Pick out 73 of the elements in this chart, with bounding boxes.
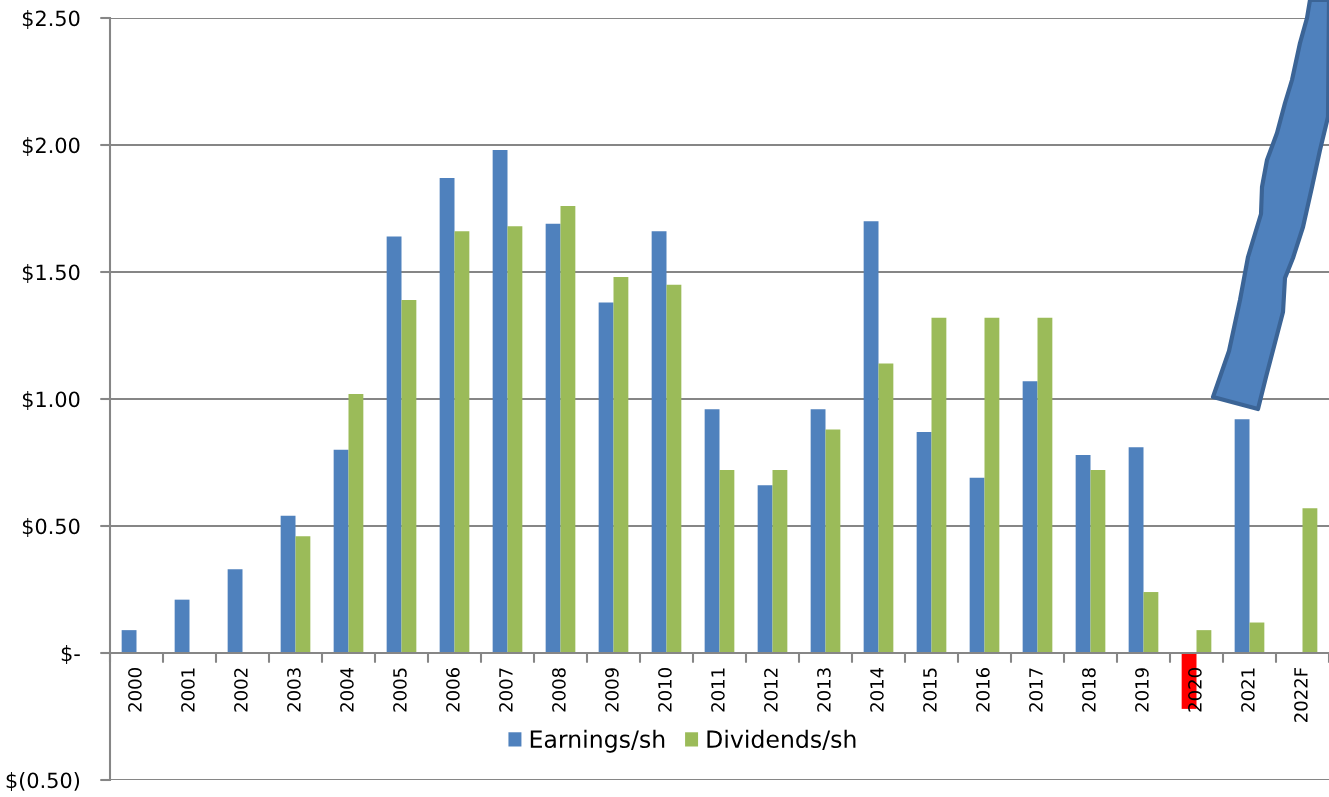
bar [227, 569, 243, 653]
x-tick-label: 2005 [393, 668, 407, 712]
bar [1075, 454, 1091, 653]
bar [1143, 592, 1159, 653]
x-tick-label: 2019 [1135, 668, 1149, 712]
x-tick-label: 2001 [181, 668, 195, 712]
bar [1037, 317, 1053, 653]
x-tick-label: 2015 [923, 668, 937, 712]
bar [969, 477, 985, 653]
x-tick-label: 2018 [1082, 668, 1096, 712]
bar [121, 630, 137, 653]
bar [825, 429, 841, 653]
bar [1022, 381, 1038, 653]
x-tick-label: 2010 [658, 668, 672, 712]
y-tick-label: $0.50 [22, 518, 80, 537]
bar [1234, 419, 1250, 653]
x-tick-label: 2009 [605, 668, 619, 712]
bar [545, 223, 561, 653]
x-tick-label: 2020 [1188, 668, 1202, 712]
bar [280, 515, 296, 653]
x-tick-label: 2000 [128, 668, 142, 712]
x-tick-label: 2013 [817, 668, 831, 712]
bar [1196, 630, 1212, 653]
bar [719, 470, 735, 653]
bar [1302, 508, 1318, 653]
bar [1090, 470, 1106, 653]
x-tick-label: 2002 [234, 668, 248, 712]
bar [916, 432, 932, 653]
y-tick-label: $1.00 [22, 391, 80, 410]
bar [401, 299, 417, 653]
bar [174, 599, 190, 653]
bar [878, 363, 894, 653]
bar [931, 317, 947, 653]
bar [386, 236, 402, 653]
y-tick-label: $(0.50) [6, 772, 80, 791]
x-tick-label: 2021 [1241, 668, 1255, 712]
x-tick-label: 2008 [552, 668, 566, 712]
bar [507, 226, 523, 653]
x-tick-label: 2004 [340, 667, 354, 712]
bar [863, 221, 879, 653]
bar [757, 485, 773, 653]
x-tick-label: 2014 [870, 667, 884, 712]
bar [704, 409, 720, 653]
bar [439, 178, 455, 653]
bar [295, 536, 311, 653]
bar [454, 231, 470, 653]
x-tick-label: 2003 [287, 668, 301, 712]
bar [348, 393, 364, 653]
x-tick-label: 2012 [764, 668, 778, 712]
bar [598, 302, 614, 653]
bar [613, 277, 629, 653]
bar [984, 317, 1000, 653]
x-tick-label: 2016 [976, 668, 990, 712]
y-tick-label: $2.00 [22, 137, 80, 156]
bar [810, 409, 826, 653]
bar [560, 205, 576, 653]
y-tick-label: $2.50 [22, 10, 80, 29]
bar [1249, 622, 1265, 653]
bar [666, 284, 682, 653]
y-tick-label: $- [61, 645, 80, 664]
bar [333, 449, 349, 653]
legend-label: Earnings/sh [530, 729, 665, 753]
bar [1128, 447, 1144, 653]
x-tick-label: 2007 [499, 668, 513, 712]
legend-label: Dividends/sh [707, 729, 856, 750]
y-tick-label: $1.50 [22, 264, 80, 283]
x-tick-label: 2017 [1029, 668, 1043, 712]
x-tick-label: 2006 [446, 668, 460, 712]
bar [651, 231, 667, 653]
x-tick-label: 2022F [1294, 667, 1308, 722]
bar [772, 470, 788, 653]
bar [492, 150, 508, 653]
x-tick-label: 2011 [711, 668, 725, 712]
